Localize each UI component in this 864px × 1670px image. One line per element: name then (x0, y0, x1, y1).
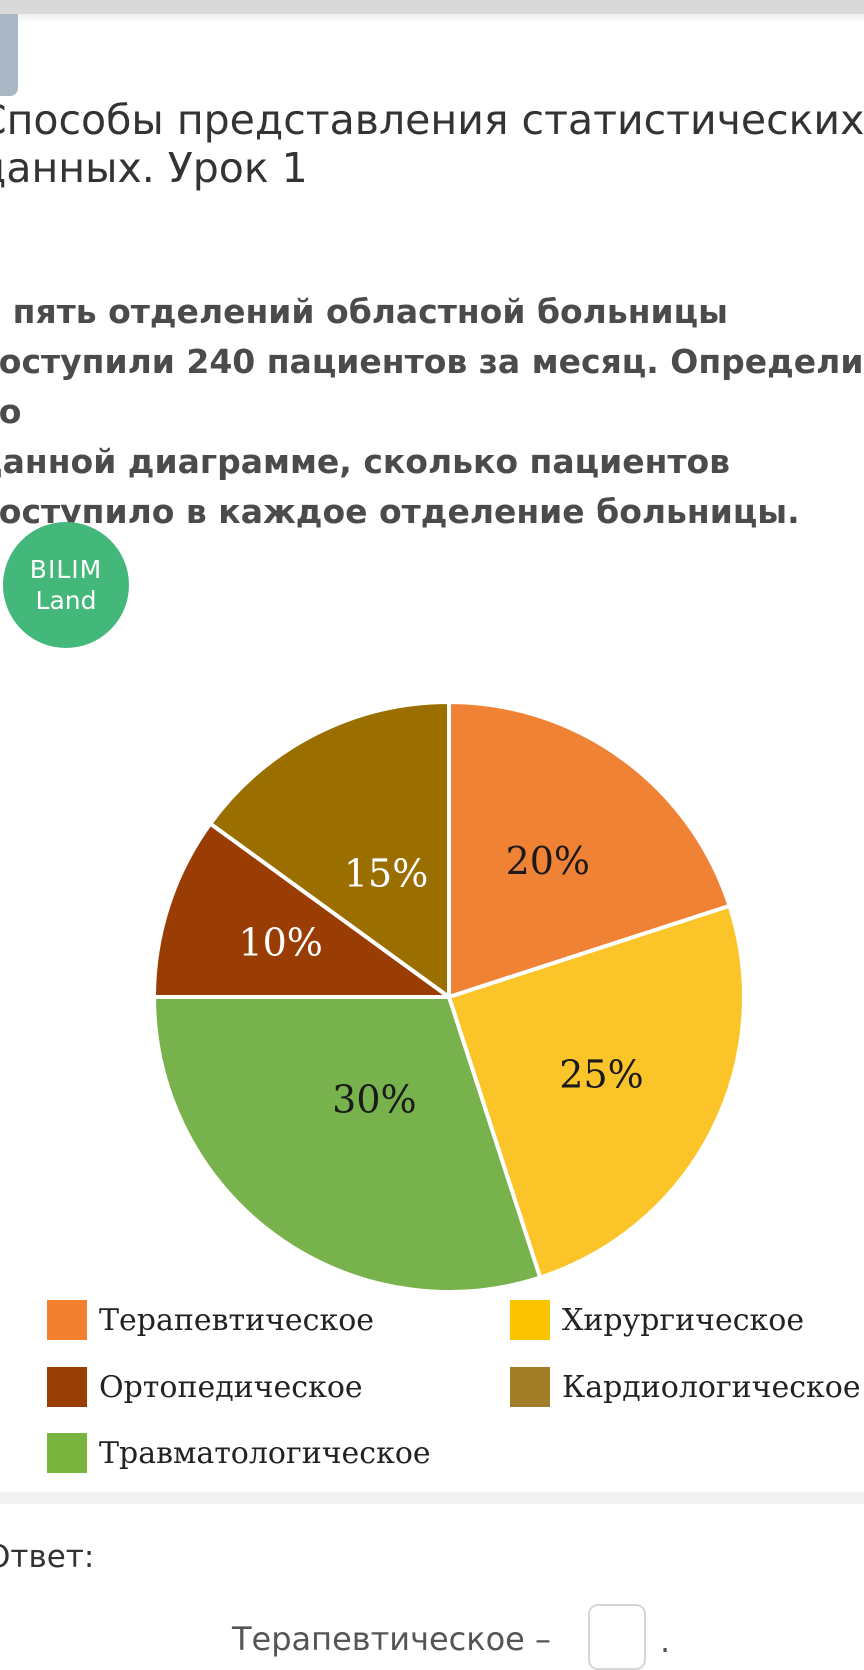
pie-slice (152, 995, 543, 1294)
logo-line-2: Land (35, 586, 97, 615)
legend-label: Кардиологическое (562, 1370, 861, 1405)
top-bar (0, 0, 864, 14)
pie-slice-label: 15% (344, 852, 428, 896)
answer-label: Ответ: (0, 1539, 95, 1575)
legend-swatch (47, 1367, 87, 1407)
legend-label: Травматологическое (99, 1436, 431, 1471)
legend-swatch (510, 1367, 550, 1407)
bilimland-logo: BILIM Land (3, 522, 129, 648)
logo-line-1: BILIM (29, 555, 103, 584)
pie-slice-label: 30% (332, 1078, 416, 1122)
answer-input-therapeutic[interactable] (588, 1604, 646, 1670)
pie-slice-label: 20% (506, 839, 590, 883)
legend-label: Ортопедическое (99, 1370, 363, 1405)
legend-swatch (510, 1300, 550, 1340)
answer-row-label: Терапевтическое – (232, 1620, 552, 1658)
answer-suffix: . (660, 1622, 671, 1660)
question-text: В пять отделений областной больницы пост… (0, 292, 864, 531)
pie-slice (208, 700, 451, 999)
legend-swatch (47, 1433, 87, 1473)
lesson-title: Способы представления статистических дан… (0, 96, 864, 192)
top-bar-shadow (0, 14, 864, 22)
pie-slice (447, 903, 746, 1280)
side-tab[interactable] (0, 14, 18, 96)
pie-slice (447, 700, 732, 999)
legend-swatch (47, 1300, 87, 1340)
pie-slice-label: 25% (559, 1053, 643, 1097)
section-divider (0, 1492, 864, 1504)
pie-slice (152, 821, 451, 999)
pie-chart: 20% 25% 30% 10% 15% (152, 700, 746, 1294)
legend-label: Хирургическое (562, 1303, 805, 1338)
legend-label: Терапевтическое (99, 1303, 375, 1338)
pie-slice-label: 10% (238, 920, 322, 964)
